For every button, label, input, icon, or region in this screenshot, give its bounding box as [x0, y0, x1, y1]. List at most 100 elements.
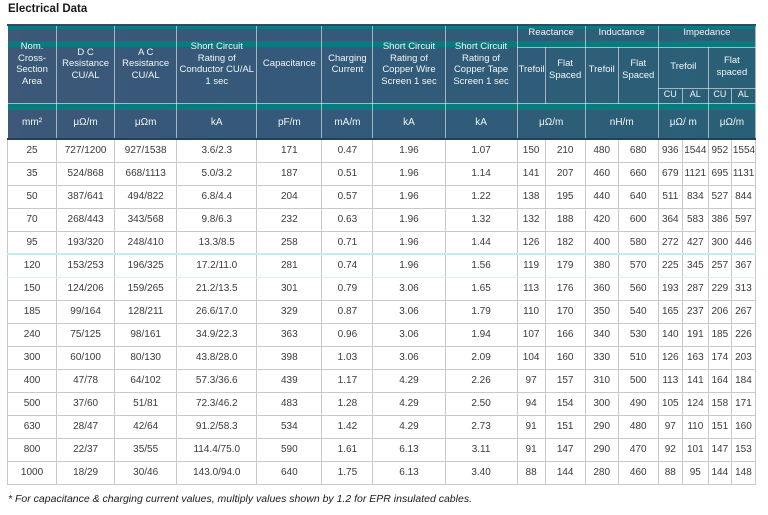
data-cell: 0.79 — [321, 276, 374, 301]
data-cell: 313 — [730, 276, 757, 301]
data-cell: 668/1113 — [114, 161, 178, 186]
col-header-capacitance: Capacitance — [256, 24, 323, 104]
data-cell: 165 — [657, 299, 683, 324]
data-cell: 113 — [657, 368, 683, 393]
data-cell: 439 — [256, 368, 323, 393]
data-cell: 159/265 — [114, 276, 178, 301]
data-cell: 844 — [730, 184, 757, 209]
data-cell: 1554 — [730, 138, 757, 163]
header-row-subgroups: Trefoil Flat Spaced Trefoil Flat Spaced … — [8, 46, 757, 104]
data-cell: 590 — [256, 437, 323, 462]
data-cell: 128/211 — [114, 299, 178, 324]
data-cell: 248/410 — [114, 230, 178, 255]
data-cell: 600 — [617, 207, 659, 232]
data-cell: 105 — [657, 391, 683, 416]
row-header-cell: 70 — [6, 207, 58, 232]
unit-cell: mm² — [6, 102, 58, 140]
unit-cell: mA/m — [321, 102, 374, 140]
data-cell: 301 — [256, 276, 323, 301]
data-cell: 188 — [544, 207, 586, 232]
data-cell: 101 — [681, 437, 709, 462]
data-cell: 952 — [707, 138, 732, 163]
data-cell: 5.0/3.2 — [176, 161, 258, 186]
data-cell: 110 — [516, 299, 546, 324]
data-cell: 42/64 — [114, 414, 178, 439]
data-cell: 143.0/94.0 — [176, 460, 258, 485]
data-cell: 290 — [584, 414, 619, 439]
table-row: 240 75/125 98/161 34.9/22.3 363 0.96 3.06 1.94 1… — [6, 322, 757, 347]
header-row-conductor-material: CU AL CU AL — [8, 87, 757, 104]
data-cell: 114.4/75.0 — [176, 437, 258, 462]
data-cell: 26.6/17.0 — [176, 299, 258, 324]
col-header-charging-current: Charging Current — [321, 24, 374, 104]
table-row: 1000 18/29 30/46 143.0/94.0 640 1.75 6.13 3.40 8… — [6, 460, 757, 485]
data-cell: 1.32 — [444, 207, 518, 232]
row-header-cell: 300 — [6, 345, 58, 370]
data-cell: 104 — [516, 345, 546, 370]
data-cell: 0.96 — [321, 322, 374, 347]
data-cell: 124 — [681, 391, 709, 416]
data-cell: 1131 — [730, 161, 757, 186]
data-cell: 229 — [707, 276, 732, 301]
data-cell: 3.06 — [372, 276, 446, 301]
table-row: 50 387/641 494/822 6.8/4.4 204 0.57 1.96 1.22 13… — [6, 184, 757, 209]
data-cell: 147 — [544, 437, 586, 462]
data-cell: 272 — [657, 230, 683, 255]
data-cell: 160 — [544, 345, 586, 370]
data-cell: 570 — [617, 253, 659, 278]
row-header-cell: 25 — [6, 138, 58, 163]
table-row: 300 60/100 80/130 43.8/28.0 398 1.03 3.06 2.09 1… — [6, 345, 757, 370]
data-cell: 150 — [516, 138, 546, 163]
data-cell: 151 — [544, 414, 586, 439]
data-cell: 6.8/4.4 — [176, 184, 258, 209]
data-cell: 203 — [730, 345, 757, 370]
unit-cell: μΩ/m — [707, 102, 757, 140]
data-cell: 640 — [617, 184, 659, 209]
data-cell: 1.96 — [372, 230, 446, 255]
row-header-cell: 150 — [6, 276, 58, 301]
data-cell: 196/325 — [114, 253, 178, 278]
data-cell: 6.13 — [372, 437, 446, 462]
group-header-inductance: Inductance — [584, 24, 659, 48]
data-cell: 329 — [256, 299, 323, 324]
data-cell: 660 — [617, 161, 659, 186]
table-row: 630 28/47 42/64 91.2/58.3 534 1.42 4.29 2.73 91 1… — [6, 414, 757, 439]
data-cell: 171 — [730, 391, 757, 416]
data-cell: 3.06 — [372, 299, 446, 324]
data-cell: 1.22 — [444, 184, 518, 209]
data-cell: 446 — [730, 230, 757, 255]
data-cell: 560 — [617, 276, 659, 301]
unit-cell: μΩ/m — [516, 102, 586, 140]
table-row: 150 124/206 159/265 21.2/13.5 301 0.79 3.06 1.6… — [6, 276, 757, 301]
data-cell: 151 — [707, 414, 732, 439]
data-cell: 1.96 — [372, 138, 446, 163]
row-header-cell: 95 — [6, 230, 58, 255]
data-cell: 1.07 — [444, 138, 518, 163]
data-cell: 179 — [544, 253, 586, 278]
data-cell: 511 — [657, 184, 683, 209]
table-row: 185 99/164 128/211 26.6/17.0 329 0.87 3.06 1.79… — [6, 299, 757, 324]
data-cell: 141 — [681, 368, 709, 393]
unit-cell: kA — [444, 102, 518, 140]
data-cell: 268/443 — [56, 207, 116, 232]
data-cell: 380 — [584, 253, 619, 278]
data-cell: 225 — [657, 253, 683, 278]
subheader-reactance-trefoil: Trefoil — [516, 46, 546, 104]
header-row-units: mm² μΩ/m μΩm kA pF/m mA/m kA kA μΩ/m nH/… — [6, 102, 757, 140]
col-header-sc-rating-conductor: Short Circuit Rating of Conductor CU/AL … — [176, 24, 258, 104]
data-cell: 88 — [516, 460, 546, 485]
group-header-impedance: Impedance — [657, 24, 757, 48]
data-cell: 157 — [544, 368, 586, 393]
data-cell: 300 — [707, 230, 732, 255]
data-cell: 147 — [707, 437, 732, 462]
electrical-data-table: Nom. Cross-Section Area D C Resistance C… — [6, 24, 757, 485]
data-cell: 91 — [516, 437, 546, 462]
data-cell: 164 — [707, 368, 732, 393]
data-cell: 140 — [657, 322, 683, 347]
data-cell: 387/641 — [56, 184, 116, 209]
data-cell: 148 — [730, 460, 757, 485]
data-cell: 3.06 — [372, 345, 446, 370]
unit-cell: kA — [372, 102, 446, 140]
data-cell: 80/130 — [114, 345, 178, 370]
